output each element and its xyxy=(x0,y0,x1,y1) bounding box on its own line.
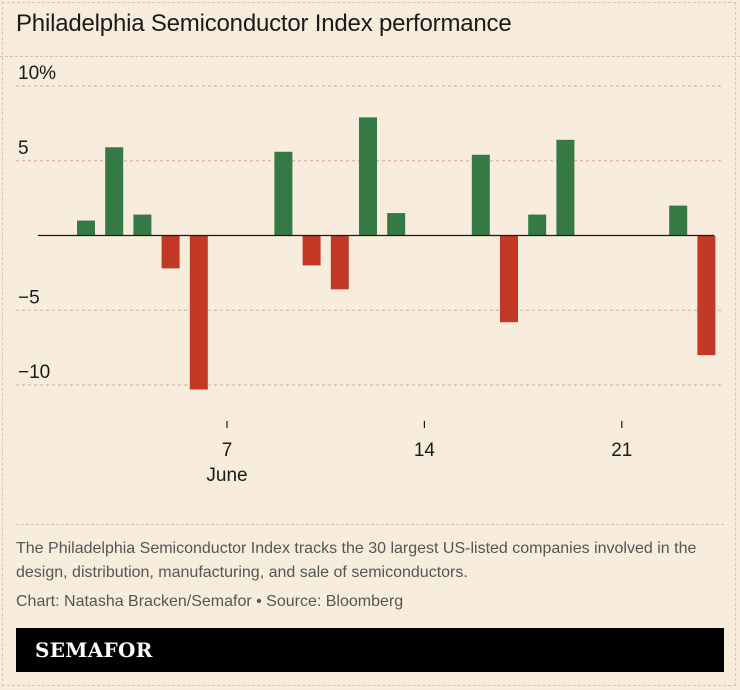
bar xyxy=(274,151,293,236)
chart-title: Philadelphia Semiconductor Index perform… xyxy=(16,10,512,37)
bar xyxy=(471,154,490,236)
bar xyxy=(330,235,349,290)
x-tick-label: 21 xyxy=(611,440,632,461)
x-tick-sublabel: June xyxy=(206,465,247,486)
bar xyxy=(161,235,180,269)
bar xyxy=(77,220,95,236)
bar xyxy=(133,214,152,236)
bar xyxy=(387,213,406,236)
bar xyxy=(105,147,124,236)
bar-chart: 10% 5 −5 −10 7 June 14 21 xyxy=(16,63,724,486)
brand-bar: SEMAFOR xyxy=(16,628,724,672)
bar xyxy=(500,235,518,323)
x-tick-label: 7 xyxy=(222,440,233,461)
x-tick-label: 14 xyxy=(414,440,436,461)
bar xyxy=(556,139,575,236)
title-divider xyxy=(0,56,740,57)
bar xyxy=(189,235,208,390)
bar xyxy=(669,205,688,236)
y-tick-label: −5 xyxy=(18,287,40,308)
chart-description: The Philadelphia Semiconductor Index tra… xyxy=(16,540,697,581)
brand-logo: SEMAFOR xyxy=(35,638,153,662)
bar xyxy=(359,117,377,236)
bar xyxy=(528,214,547,236)
y-tick-label: −10 xyxy=(18,362,50,383)
bar xyxy=(302,235,321,266)
bar xyxy=(697,235,716,356)
y-tick-label: 10% xyxy=(18,63,56,84)
y-tick-label: 5 xyxy=(18,138,29,159)
chart-credit: Chart: Natasha Bracken/Semafor • Source:… xyxy=(16,593,404,610)
footer-divider xyxy=(16,524,724,525)
